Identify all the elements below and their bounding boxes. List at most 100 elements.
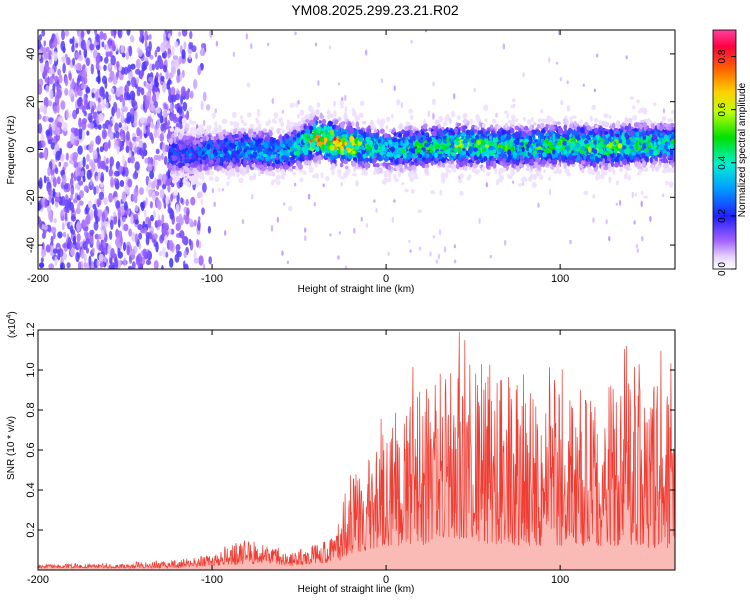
ridge-cell [200,198,204,205]
ridge-cell [594,119,599,123]
noise-cell [153,154,160,161]
noise-cell [410,39,413,44]
noise-cell [179,123,183,130]
noise-cell [337,82,341,86]
noise-cell [66,56,71,66]
noise-cell [120,44,124,54]
noise-cell [202,91,207,102]
noise-cell [114,122,119,134]
noise-cell [106,51,112,57]
noise-cell [537,202,540,208]
noise-cell [197,216,201,222]
noise-cell [119,180,125,187]
ridge-cell [483,104,489,111]
noise-cell [99,146,104,153]
noise-cell [76,233,81,243]
ridge-cell [208,176,214,181]
noise-cell [133,110,138,122]
noise-cell [140,202,145,212]
noise-cell [93,186,97,196]
noise-cell [55,125,61,136]
noise-cell [432,81,435,87]
noise-cell [313,202,316,207]
noise-cell [281,109,285,114]
noise-cell [85,214,91,225]
noise-cell [71,78,75,89]
noise-cell [141,149,145,160]
noise-cell [130,35,135,43]
noise-cell [174,41,179,48]
noise-cell [103,142,109,152]
ridge-cell [316,102,321,108]
noise-cell [53,232,56,240]
noise-cell [175,222,181,231]
noise-cell [70,187,75,196]
noise-cell [135,76,140,85]
ridge-cell [274,120,278,124]
noise-cell [132,100,138,107]
noise-cell [131,231,136,243]
noise-cell [38,34,43,41]
noise-cell [114,43,118,52]
noise-cell [102,32,107,41]
noise-cell [103,64,107,72]
noise-cell [135,136,140,142]
noise-cell [495,112,498,118]
ridge-cell [520,176,526,183]
noise-cell [112,101,118,113]
noise-cell [99,262,105,268]
noise-cell [191,45,197,53]
noise-cell [101,129,107,140]
ridge-cell [231,111,237,119]
noise-cell [61,56,66,62]
noise-cell [64,77,69,87]
spectrogram-cells [38,30,675,269]
noise-cell [48,68,55,75]
ridge-cell [186,181,191,188]
noise-cell [41,241,45,250]
noise-cell [224,230,227,236]
noise-cell [151,190,156,202]
noise-cell [174,103,179,110]
noise-cell [51,197,55,205]
noise-cell [170,66,177,75]
noise-cell [53,218,57,224]
noise-cell [56,102,60,114]
noise-cell [198,255,204,266]
noise-cell [61,30,65,41]
noise-cell [38,39,42,50]
noise-cell [52,248,58,254]
ridge-cell [396,99,401,106]
noise-cell [46,176,50,182]
noise-cell [123,223,129,232]
noise-cell [181,235,186,244]
noise-cell [202,182,207,193]
noise-cell [83,110,87,117]
noise-cell [47,166,51,177]
noise-cell [156,219,162,227]
noise-cell [266,42,270,47]
noise-cell [329,233,332,237]
noise-cell [145,235,150,246]
noise-cell [143,94,147,101]
noise-cell [155,106,161,114]
noise-cell [96,198,102,207]
noise-cell [634,192,637,197]
noise-cell [150,156,154,166]
noise-cell [432,112,435,120]
noise-cell [155,91,160,101]
noise-cell [109,130,114,141]
noise-cell [143,80,147,87]
noise-cell [90,63,95,75]
noise-cell [118,165,124,173]
noise-cell [126,83,129,94]
noise-cell [76,30,82,37]
noise-cell [80,83,87,90]
noise-cell [44,198,48,208]
noise-cell [134,146,137,154]
noise-cell [188,218,193,225]
ridge-cell [413,175,419,180]
noise-cell [640,200,643,208]
noise-cell [179,181,183,188]
noise-cell [149,54,154,60]
